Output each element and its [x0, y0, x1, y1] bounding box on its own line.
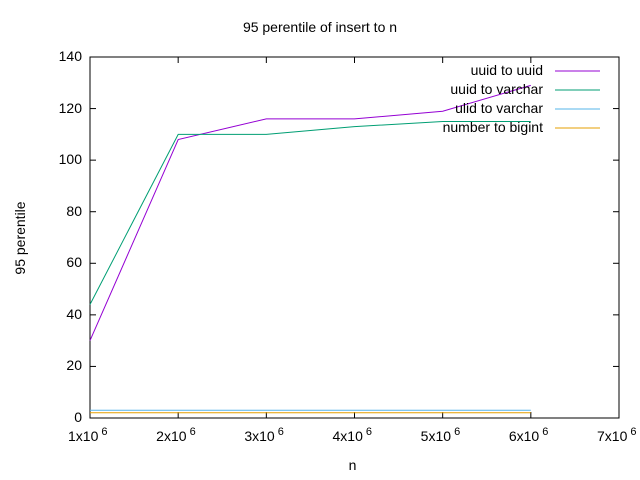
y-tick-label: 40 — [66, 305, 82, 322]
y-tick-label: 80 — [66, 202, 82, 219]
x-tick-mantissa: 6x10 — [508, 428, 540, 444]
series-line-1 — [89, 121, 531, 305]
chart-title: 95 perentile of insert to n — [242, 19, 398, 35]
series-line-0 — [89, 84, 531, 341]
x-tick-label: 3x10 6 — [244, 426, 284, 444]
x-tick-label: 4x10 6 — [332, 426, 373, 444]
x-tick-exponent: 6 — [451, 426, 461, 438]
legend-label: uuid to varchar — [450, 81, 543, 97]
x-tick-exponent: 6 — [362, 426, 373, 438]
x-tick-exponent: 6 — [98, 426, 108, 438]
x-tick-exponent: 6 — [274, 426, 284, 438]
y-tick-label: 140 — [58, 48, 82, 64]
x-tick-label: 5x10 6 — [420, 426, 461, 444]
y-tick-label: 120 — [58, 99, 82, 116]
legend-label: ulid to varchar — [455, 100, 543, 116]
x-tick-mantissa: 5x10 — [420, 428, 452, 444]
y-axis-label: 95 perentile — [12, 201, 28, 275]
x-tick-mantissa: 7x10 — [597, 428, 628, 444]
x-tick-exponent: 6 — [539, 426, 549, 438]
y-tick-label: 60 — [66, 254, 82, 271]
y-tick-label: 100 — [58, 151, 82, 168]
x-tick-label: 1x10 6 — [68, 426, 108, 444]
y-tick-label: 0 — [74, 409, 82, 425]
x-tick-mantissa: 3x10 — [244, 428, 275, 444]
legend-label: uuid to uuid — [470, 62, 543, 78]
x-tick-label: 2x10 6 — [156, 426, 196, 444]
legend-label: number to bigint — [442, 119, 543, 135]
x-tick-mantissa: 2x10 — [156, 428, 187, 444]
y-tick-label: 20 — [66, 357, 82, 374]
x-tick-label: 6x10 6 — [508, 426, 549, 444]
x-tick-exponent: 6 — [627, 426, 637, 438]
x-tick-mantissa: 4x10 — [332, 428, 363, 444]
x-tick-mantissa: 1x10 — [68, 428, 99, 444]
x-tick-label: 7x10 6 — [597, 426, 637, 444]
x-axis-label: n — [348, 457, 357, 473]
x-tick-exponent: 6 — [186, 426, 196, 438]
